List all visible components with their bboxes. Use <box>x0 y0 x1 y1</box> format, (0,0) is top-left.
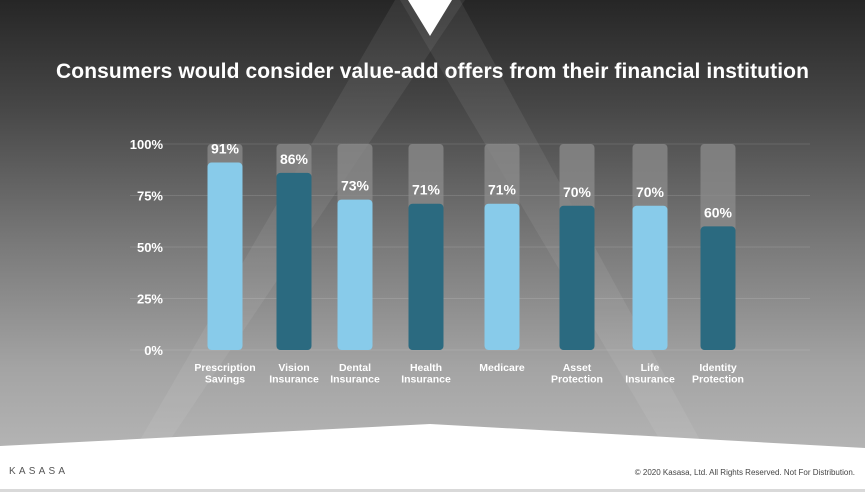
category-label: Insurance <box>401 374 451 386</box>
kasasa-logo: KASASA <box>9 466 69 477</box>
value-label: 70% <box>563 184 592 200</box>
y-tick-label: 100% <box>130 137 164 152</box>
category-label: Insurance <box>625 374 675 386</box>
value-label: 70% <box>636 184 665 200</box>
category-label: Identity <box>699 362 736 374</box>
category-label: Insurance <box>269 374 319 386</box>
bar <box>559 205 595 350</box>
floor-wave <box>0 424 865 456</box>
category-label: Asset <box>563 362 592 374</box>
value-label: 91% <box>211 141 240 157</box>
copyright-text: © 2020 Kasasa, Ltd. All Rights Reserved.… <box>634 468 855 477</box>
y-tick-label: 25% <box>137 292 163 307</box>
category-label: Insurance <box>330 374 380 386</box>
bar <box>207 162 243 350</box>
category-label: Health <box>410 362 442 374</box>
value-label: 60% <box>704 204 733 220</box>
category-label: Protection <box>551 374 603 386</box>
triangle-marker-icon <box>408 0 452 36</box>
footer-divider <box>0 489 865 492</box>
footer: KASASA © 2020 Kasasa, Ltd. All Rights Re… <box>0 456 865 492</box>
y-tick-label: 75% <box>137 189 163 204</box>
category-label: Vision <box>278 362 309 374</box>
category-label: Life <box>641 362 660 374</box>
bar <box>337 199 373 350</box>
page-title: Consumers would consider value-add offer… <box>56 60 809 83</box>
bar <box>700 226 736 350</box>
value-label: 86% <box>280 151 309 167</box>
y-tick-label: 0% <box>144 343 163 358</box>
category-label: Savings <box>205 374 245 386</box>
y-tick-label: 50% <box>137 240 163 255</box>
category-label: Medicare <box>479 362 525 374</box>
category-label: Dental <box>339 362 371 374</box>
bar <box>632 205 668 350</box>
bar <box>484 203 520 350</box>
category-label: Protection <box>692 374 744 386</box>
value-label: 73% <box>341 178 370 194</box>
bar <box>276 172 312 350</box>
value-label: 71% <box>488 182 517 198</box>
category-label: Prescription <box>194 362 255 374</box>
bar <box>408 203 444 350</box>
value-label: 71% <box>412 182 441 198</box>
